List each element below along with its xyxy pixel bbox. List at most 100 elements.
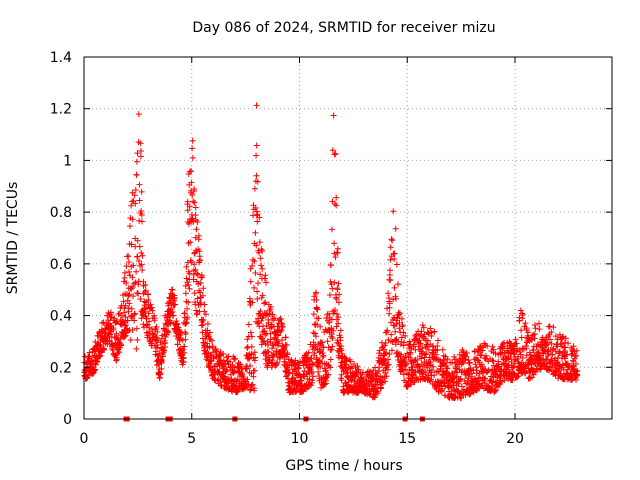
data-point: [406, 338, 413, 345]
data-point: [193, 307, 200, 314]
y-tick-labels: 0 0.2 0.4 0.6 0.8 1 1.2 1.4: [50, 50, 72, 428]
data-point: [505, 362, 512, 369]
data-point: [267, 330, 274, 337]
data-point: [374, 390, 381, 397]
data-point: [383, 373, 390, 380]
data-point: [130, 280, 137, 287]
data-point: [322, 367, 329, 374]
data-point: [138, 249, 145, 256]
data-point: [120, 298, 127, 305]
data-point: [305, 349, 312, 356]
data-point: [495, 380, 502, 387]
data-point: [286, 389, 293, 396]
data-point: [139, 267, 146, 274]
data-point: [489, 357, 496, 364]
data-point: [533, 343, 540, 350]
data-point: [335, 280, 342, 287]
data-point: [144, 321, 151, 328]
data-point: [136, 181, 143, 188]
data-point: [182, 330, 189, 337]
data-point: [549, 351, 556, 358]
data-point: [573, 347, 580, 354]
data-point: [105, 317, 112, 324]
data-point: [319, 339, 326, 346]
data-point: [252, 204, 259, 211]
data-point: [135, 257, 142, 264]
data-point: [387, 256, 394, 263]
data-point: [387, 267, 394, 274]
data-point: [186, 203, 193, 210]
data-point: [208, 337, 215, 344]
data-point: [418, 355, 425, 362]
data-point: [194, 218, 201, 225]
data-point: [396, 325, 403, 332]
data-point: [308, 368, 315, 375]
data-point: [153, 323, 160, 330]
data-point: [473, 364, 480, 371]
data-point: [148, 304, 155, 311]
data-point: [162, 340, 169, 347]
data-point: [431, 328, 438, 335]
data-point: [258, 317, 265, 324]
data-point: [572, 360, 579, 367]
data-point: [122, 322, 129, 329]
data-point: [191, 261, 198, 268]
data-point: [310, 373, 317, 380]
data-point: [189, 145, 196, 152]
data-point: [249, 262, 256, 269]
data-point: [171, 295, 178, 302]
data-point: [86, 349, 93, 356]
data-point: [253, 142, 260, 149]
data-point: [400, 329, 407, 336]
data-point: [392, 295, 399, 302]
data-point: [397, 351, 404, 358]
data-point: [329, 147, 336, 154]
data-point: [311, 350, 318, 357]
data-point: [345, 379, 352, 386]
data-point: [560, 366, 567, 373]
data-point: [320, 352, 327, 359]
data-point: [129, 326, 136, 333]
data-point: [84, 373, 91, 380]
data-point: [562, 335, 569, 342]
data-point: [531, 330, 538, 337]
data-point: [518, 334, 525, 341]
data-point: [548, 356, 555, 363]
data-point: [462, 353, 469, 360]
data-point: [388, 347, 395, 354]
data-point: [125, 253, 132, 260]
data-point: [500, 343, 507, 350]
data-point: [227, 358, 234, 365]
data-point: [165, 328, 172, 335]
data-point: [354, 363, 361, 370]
data-point: [514, 373, 521, 380]
data-point: [385, 361, 392, 368]
data-point: [535, 320, 542, 327]
data-point: [396, 319, 403, 326]
data-point: [457, 376, 464, 383]
data-point: [131, 192, 138, 199]
data-point: [319, 353, 326, 360]
data-point: [332, 254, 339, 261]
data-point: [182, 336, 189, 343]
data-point: [254, 178, 261, 185]
data-point: [444, 356, 451, 363]
data-point: [544, 339, 551, 346]
data-point: [188, 168, 195, 175]
data-point: [517, 351, 524, 358]
data-point: [128, 305, 135, 312]
data-point: [338, 371, 345, 378]
data-point: [385, 336, 392, 343]
data-point: [428, 367, 435, 374]
data-point: [252, 229, 259, 236]
data-point: [472, 361, 479, 368]
data-point: [256, 214, 263, 221]
data-point: [383, 349, 390, 356]
data-point: [270, 353, 277, 360]
data-point: [309, 360, 316, 367]
data-point: [154, 328, 161, 335]
data-point: [405, 354, 412, 361]
data-point: [262, 299, 269, 306]
data-point: [532, 325, 539, 332]
data-point: [220, 350, 227, 357]
